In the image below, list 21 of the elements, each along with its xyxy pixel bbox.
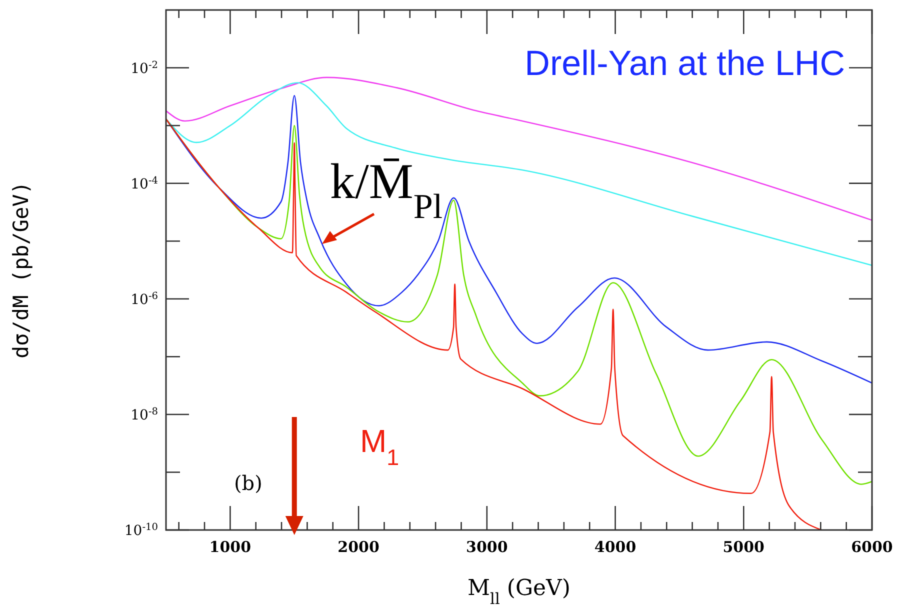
y-tick-label: 10$^{-8}$ <box>130 406 158 424</box>
y-tick-label: 10$^{-6}$ <box>130 290 158 308</box>
line-series <box>165 118 822 531</box>
annotation: (b) <box>234 471 262 495</box>
line-series <box>165 82 873 266</box>
x-tick-label: 3000 <box>466 538 508 556</box>
x-tick-label: 1000 <box>209 538 252 556</box>
text: Drell-Yan at the LHC <box>524 44 845 83</box>
line-series <box>165 94 873 384</box>
x-axis-title: M$_{ll}$ (GeV) <box>467 576 571 608</box>
annotation: M$_{1}$ <box>360 423 400 470</box>
line-series <box>165 76 873 221</box>
x-tick-label: 4000 <box>594 538 636 556</box>
x-tick-label: 5000 <box>722 538 765 556</box>
annotation: k/M̄$_{Pl}$ <box>330 153 443 226</box>
x-tick-label: 6000 <box>851 538 893 556</box>
y-tick-label: 10$^{-10}$ <box>124 522 158 539</box>
y-tick-label: 10$^{-4}$ <box>130 174 158 192</box>
y-axis-title: dσ/dM (pb/GeV) <box>9 181 33 359</box>
y-tick-label: 10$^{-2}$ <box>130 59 158 77</box>
x-tick-label: 2000 <box>338 538 380 556</box>
